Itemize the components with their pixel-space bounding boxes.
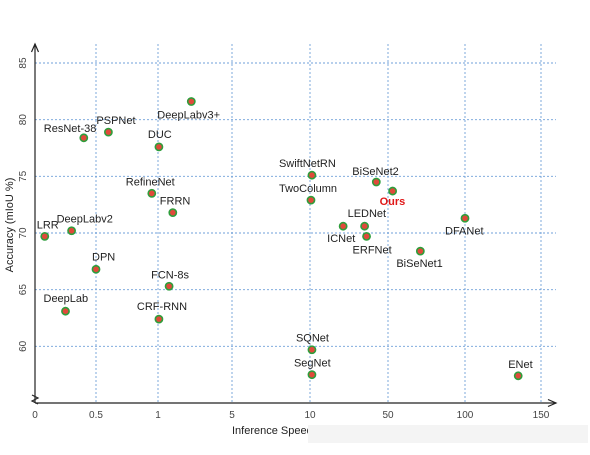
- y-tick-label: 80: [18, 114, 29, 126]
- watermark-smudge: [308, 425, 588, 443]
- y-tick-labels: 60 65 70 75 80 85: [18, 57, 29, 352]
- point-label: ResNet-38: [44, 123, 97, 135]
- point-label: TwoColumn: [279, 183, 337, 195]
- x-tick-label: 100: [457, 410, 474, 421]
- point-label: Ours: [380, 196, 406, 208]
- data-point: [338, 221, 348, 231]
- data-point: [362, 231, 371, 241]
- data-points: [40, 97, 523, 381]
- grid-lines: [35, 44, 556, 403]
- data-point: [186, 97, 196, 106]
- data-point: [415, 246, 425, 256]
- data-point: [307, 345, 317, 355]
- point-label: LEDNet: [348, 208, 387, 220]
- point-label: BiSeNet2: [352, 166, 398, 178]
- data-point: [164, 281, 174, 291]
- data-point: [306, 195, 316, 205]
- y-tick-label: 70: [18, 227, 29, 239]
- y-tick-label: 75: [18, 170, 29, 182]
- point-label: PSPNet: [96, 115, 135, 127]
- data-point: [168, 208, 178, 217]
- data-point: [154, 142, 164, 152]
- y-axis-arrow: [30, 42, 40, 53]
- y-axis-title: Accuracy (mIoU %): [4, 178, 16, 273]
- data-point: [307, 370, 317, 380]
- point-label: ENet: [508, 359, 532, 371]
- data-point: [154, 314, 164, 324]
- point-label: DeepLabv2: [57, 214, 113, 226]
- point-label: LRR: [37, 219, 59, 231]
- data-point: [104, 127, 113, 137]
- y-tick-label: 60: [18, 340, 29, 352]
- point-label: BiSeNet1: [396, 258, 442, 270]
- x-tick-labels: 0 0.5 1 5 10 50 100 150: [32, 410, 550, 421]
- point-label: SegNet: [294, 358, 331, 370]
- axes: [30, 42, 558, 408]
- data-point: [371, 177, 381, 187]
- data-point: [40, 231, 50, 241]
- data-point: [388, 186, 398, 196]
- x-tick-label: 1: [155, 410, 161, 421]
- x-tick-label: 0: [32, 410, 38, 421]
- point-label: DeepLab: [44, 293, 89, 305]
- point-label: FCN-8s: [151, 269, 189, 281]
- y-tick-label: 85: [18, 57, 29, 69]
- x-axis-title: Inference Speed: [232, 425, 313, 437]
- x-axis-arrow: [547, 398, 558, 408]
- point-label: ICNet: [327, 233, 355, 245]
- x-tick-label: 150: [533, 410, 550, 421]
- x-tick-label: 0.5: [89, 410, 103, 421]
- x-tick-label: 10: [304, 410, 316, 421]
- y-tick-label: 65: [18, 284, 29, 296]
- point-label: DPN: [92, 251, 115, 263]
- data-point: [79, 133, 89, 143]
- data-point: [307, 170, 317, 180]
- data-point: [61, 306, 70, 316]
- x-tick-label: 50: [382, 410, 394, 421]
- point-label: CRF-RNN: [137, 301, 187, 313]
- x-tick-label: 5: [229, 410, 235, 421]
- point-label: SwiftNetRN: [279, 158, 336, 170]
- point-label: DFANet: [445, 225, 484, 237]
- data-point: [513, 371, 523, 381]
- point-label: DUC: [148, 129, 172, 141]
- data-point: [67, 226, 76, 236]
- point-label: SQNet: [296, 333, 329, 345]
- point-label: RefineNet: [126, 176, 175, 188]
- data-point: [147, 188, 157, 198]
- data-point: [360, 221, 369, 231]
- data-point: [91, 264, 101, 274]
- axis-break-mark: [30, 394, 40, 405]
- point-label: FRRN: [160, 196, 191, 208]
- data-point: [460, 213, 470, 223]
- point-label: DeepLabv3+: [157, 110, 220, 122]
- point-label: ERFNet: [353, 244, 392, 256]
